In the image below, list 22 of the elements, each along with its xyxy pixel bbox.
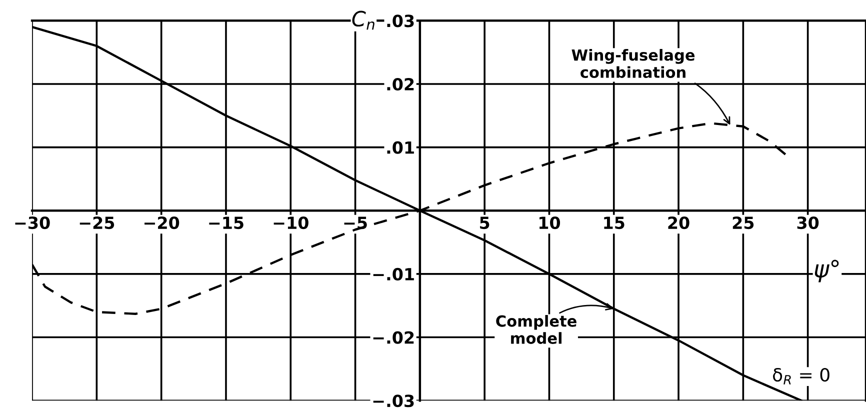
x-tick-label: −15 [209, 216, 244, 230]
y-tick-label: .03 [387, 14, 414, 28]
x-tick-label: −20 [144, 216, 180, 230]
x-tick-label: 5 [480, 216, 490, 230]
y-axis-title: C$_{n}$ [352, 10, 374, 30]
annotation: Complete model [496, 315, 576, 344]
annotation: Wing-fuselage combination [572, 48, 695, 78]
x-tick-label: 10 [540, 216, 560, 230]
y-tick-label: .02 [387, 78, 414, 91]
x-tick-label: 25 [732, 216, 754, 230]
x-tick-label: 30 [797, 216, 819, 230]
y-tick-label: .01 [387, 141, 414, 154]
x-tick-label: −25 [80, 216, 114, 230]
x-tick-label: −30 [15, 216, 50, 230]
y-tick-label: −.01 [373, 268, 414, 281]
x-axis-title: ψ° [814, 260, 839, 282]
x-tick-label: −10 [274, 216, 308, 230]
y-tick-label: −.02 [373, 331, 414, 344]
annotation: δ$_{R}$ = 0 [773, 368, 830, 384]
x-tick-label: 20 [668, 216, 690, 230]
y-tick-label: −.03 [373, 394, 414, 408]
x-tick-label: 15 [604, 216, 624, 230]
